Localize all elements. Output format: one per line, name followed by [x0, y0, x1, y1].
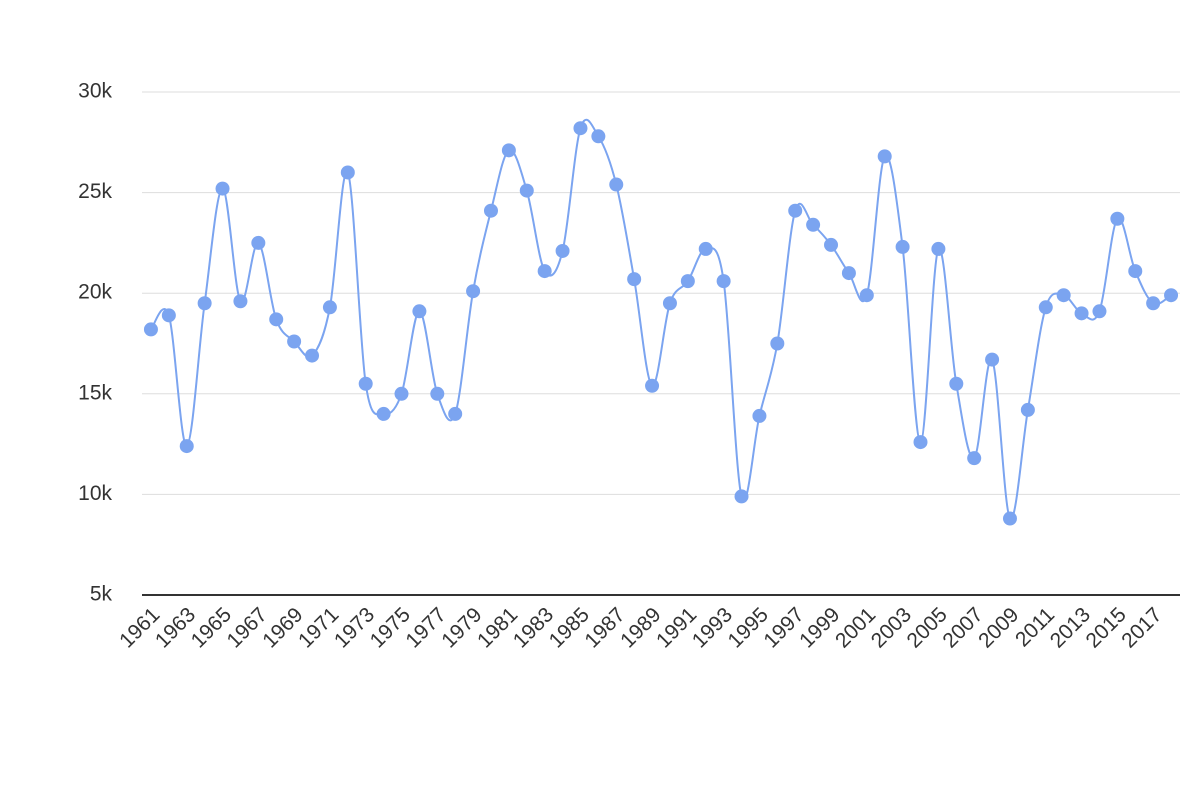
point	[1038, 300, 1053, 315]
point	[466, 284, 481, 299]
point	[716, 274, 731, 289]
point	[1020, 402, 1035, 417]
y-tick-label: 15k	[78, 381, 112, 404]
point	[251, 235, 266, 250]
point	[967, 451, 982, 466]
point	[305, 348, 320, 363]
y-tick-label: 30k	[78, 80, 112, 103]
point	[287, 334, 302, 349]
point	[877, 149, 892, 164]
point	[179, 439, 194, 454]
point	[645, 378, 660, 393]
point	[824, 237, 839, 252]
x-tick-label: 2005	[903, 603, 952, 652]
x-tick-label: 2009	[974, 603, 1023, 652]
point	[913, 435, 928, 450]
point	[895, 239, 910, 254]
x-tick-label: 2011	[1011, 603, 1059, 651]
x-tick-label: 2013	[1046, 603, 1095, 652]
point	[698, 241, 713, 256]
y-tick-label: 10k	[78, 482, 112, 505]
point	[1056, 288, 1071, 303]
point	[734, 489, 749, 504]
y-tick-label: 25k	[78, 180, 112, 203]
point	[680, 274, 695, 289]
point	[143, 322, 158, 337]
x-tick-label: 1987	[580, 603, 629, 652]
x-tick-label: 1961	[115, 603, 164, 652]
x-tick-label: 1999	[795, 603, 844, 652]
point	[448, 406, 463, 421]
x-tick-label: 1993	[688, 603, 737, 652]
x-tick-label: 1995	[724, 603, 773, 652]
point	[806, 217, 821, 232]
point	[573, 121, 588, 136]
point	[269, 312, 284, 327]
point	[1146, 296, 1161, 311]
point	[340, 165, 355, 180]
point	[161, 308, 176, 323]
point	[1092, 304, 1107, 319]
point	[358, 376, 373, 391]
x-tick-label: 1983	[509, 603, 558, 652]
y-tick-label: 20k	[78, 281, 112, 304]
x-tick-label: 1979	[437, 603, 486, 652]
x-tick-label: 1977	[401, 603, 450, 652]
point	[555, 243, 570, 258]
point	[931, 241, 946, 256]
point	[627, 272, 642, 287]
point	[841, 266, 856, 281]
point	[501, 143, 516, 158]
point	[788, 203, 803, 218]
point	[1002, 511, 1017, 526]
point	[519, 183, 534, 198]
point	[215, 181, 230, 196]
point	[430, 386, 445, 401]
x-tick-label: 1967	[222, 603, 271, 652]
point	[662, 296, 677, 311]
x-tick-label: 1965	[187, 603, 236, 652]
point	[376, 406, 391, 421]
point	[591, 129, 606, 144]
x-tick-label: 1973	[330, 603, 379, 652]
point	[752, 408, 767, 423]
x-tick-label: 2017	[1117, 603, 1166, 652]
point	[483, 203, 498, 218]
point	[394, 386, 409, 401]
point	[609, 177, 624, 192]
x-tick-label: 1991	[652, 603, 701, 652]
x-tick-label: 1997	[759, 603, 808, 652]
x-tick-label: 1975	[366, 603, 415, 652]
point	[949, 376, 964, 391]
x-tick-label: 2015	[1082, 603, 1131, 652]
line	[150, 118, 1172, 520]
x-tick-label: 1981	[473, 603, 522, 652]
x-tick-label: 1963	[151, 603, 200, 652]
point	[1074, 306, 1089, 321]
x-tick-label: 1989	[616, 603, 665, 652]
point	[233, 294, 248, 309]
y-tick-label: 5k	[90, 583, 113, 606]
point	[537, 264, 552, 279]
point	[985, 352, 1000, 367]
x-tick-label: 1969	[258, 603, 307, 652]
point	[412, 304, 427, 319]
point	[859, 288, 874, 303]
x-tick-label: 2003	[867, 603, 916, 652]
x-tick-label: 1985	[545, 603, 594, 652]
x-tick-label: 1971	[294, 603, 343, 652]
point	[322, 300, 337, 315]
x-tick-label: 2001	[831, 603, 880, 652]
point	[1164, 288, 1179, 303]
point	[770, 336, 785, 351]
point	[197, 296, 212, 311]
x-tick-label: 2007	[938, 603, 987, 652]
point	[1110, 211, 1125, 226]
point	[1128, 264, 1143, 279]
